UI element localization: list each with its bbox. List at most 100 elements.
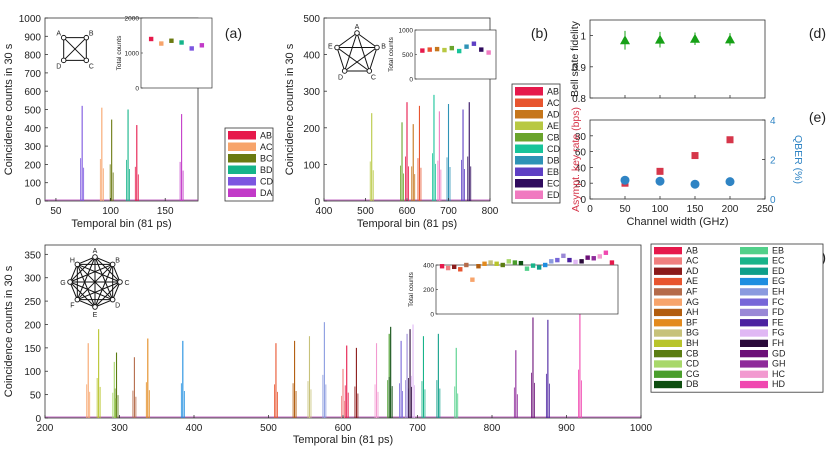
panel-c-peak-ac	[341, 368, 345, 418]
panel-c-legend-swatch-af	[654, 288, 682, 296]
panel-c-peak-ec	[421, 336, 426, 418]
panel-c-legend-label-ed: ED	[772, 266, 785, 276]
panel-c-ytick-label: 0	[35, 414, 41, 425]
panel-c-legend-label-hd: HD	[772, 379, 785, 389]
panel-a-legend-label-cd: CD	[260, 177, 273, 187]
panel-b-legend-swatch-ed	[515, 190, 543, 199]
panel-a-ytick-label: 700	[24, 69, 41, 80]
panel-c-inset-point	[494, 261, 499, 266]
panel-c-peak-gd	[531, 317, 535, 418]
panel-a-graph-node-a	[60, 34, 67, 41]
panel-c-graph-node-label: E	[93, 312, 98, 319]
panel-c-graph-node-f	[74, 296, 81, 303]
panel-e-xtick-label: 200	[722, 204, 739, 215]
panel-c-inset-point	[464, 262, 469, 268]
panel-b-inset-point	[479, 47, 484, 52]
panel-b-inset-point	[464, 44, 469, 49]
panel-b-legend-swatch-cb	[515, 133, 543, 142]
panel-c-legend-swatch-fd	[740, 308, 768, 317]
panel-b-graph-edge	[336, 47, 370, 72]
panel-a-graph-edge	[63, 37, 87, 61]
panel-c-ytick-label: 150	[24, 344, 41, 355]
panel-e-xlabel: Channel width (GHz)	[626, 216, 728, 228]
panel-b-graph-edge	[356, 32, 370, 72]
panel-b-graph-edge	[336, 47, 346, 72]
panel-b-ytick-label: 100	[303, 160, 320, 171]
panel-a-inset-frame	[140, 17, 213, 89]
panel-b-inset-ytick-label: 1000	[399, 28, 414, 35]
panel-c-inset-point	[609, 260, 615, 265]
panel-c-peak-db	[388, 326, 393, 418]
panel-b-xtick-label: 400	[316, 206, 333, 217]
panel-c-peak-fh	[408, 329, 412, 418]
panel-b-graph-node-label: C	[371, 75, 376, 82]
panel-b-graph-edge	[344, 47, 378, 72]
panel-b-peak-ed	[437, 111, 442, 201]
panel-c-legend-label-ae: AE	[686, 276, 698, 286]
panel-b-legend-label-ad: AD	[547, 110, 560, 120]
panel-c-graph-edge	[69, 281, 78, 300]
panel-a-peak-bd	[126, 109, 130, 201]
panel-b-legend-swatch-ec	[515, 179, 543, 188]
panel-c-legend-label-fg: FG	[772, 328, 785, 338]
panel-c-inset-point	[506, 259, 511, 264]
panel-c-legend-swatch-fe	[740, 319, 768, 327]
panel-c-peak-bh	[96, 329, 101, 418]
panel-a-ytick-label: 200	[24, 160, 41, 171]
panel-c-legend-swatch-ec	[740, 257, 768, 265]
panel-c-inset-point	[452, 264, 457, 270]
panel-c-graph-edge	[94, 299, 113, 308]
panel-d-ytick-label: 0.9	[572, 63, 586, 74]
panel-c-graph-node-label: A	[93, 248, 98, 255]
panel-a-legend-swatch-ab	[228, 131, 256, 140]
panel-c-graph-node-label: B	[115, 257, 120, 264]
panel-c-inset-point	[476, 264, 481, 269]
panel-b-legend-label-eb: EB	[547, 167, 559, 177]
panel-c-legend-label-ah: AH	[686, 307, 699, 317]
panel-d-point	[655, 34, 665, 44]
panel-c-legend-label-ac: AC	[686, 256, 699, 266]
panel-c-ytick-label: 250	[24, 297, 41, 308]
panel-b-peak-ec	[467, 102, 472, 201]
panel-c-legend-label-af: AF	[686, 287, 698, 297]
panel-c-peak-eb	[454, 347, 459, 418]
panel-b-graph-node-d	[341, 68, 348, 74]
panel-c-xtick-label: 600	[335, 423, 352, 434]
panel-c-legend-swatch-gd	[740, 350, 768, 358]
panel-e-ytick-label: 0	[580, 195, 586, 206]
panel-c-graph-node-e	[92, 304, 98, 310]
panel-b-inset-point	[434, 46, 440, 52]
panel-b-legend-label-ab: AB	[547, 87, 559, 97]
panel-b-xtick-label: 700	[440, 206, 457, 217]
panel-c-inset-point	[518, 260, 524, 266]
panel-c-graph-edge	[77, 263, 121, 283]
panel-c-legend-swatch-bg	[654, 329, 682, 337]
panel-c-inset-point	[530, 263, 536, 268]
panel-c-legend-swatch-ae	[654, 277, 682, 286]
panel-c-inset-point	[470, 277, 475, 282]
panel-e-y2tick-label: 2	[770, 156, 776, 167]
panel-c-legend-swatch-db	[654, 380, 682, 389]
panel-d-axes-frame	[589, 19, 766, 99]
panel-c-inset-point	[482, 261, 487, 266]
panel-c-xtick-label: 1000	[630, 423, 653, 434]
panel-d-ytick-label: 1	[580, 32, 586, 43]
panel-b-peak-cd	[432, 94, 436, 201]
panel-e-keyrate-point	[691, 152, 699, 160]
panel-a-peak-da	[179, 114, 184, 201]
panel-c-inset-point	[585, 255, 590, 260]
panel-c-legend-label-eb: EB	[772, 245, 784, 255]
panel-c-inset-point	[543, 262, 548, 268]
panel-b-peak-eb	[461, 109, 465, 201]
panel-b-ytick-label: 300	[303, 87, 320, 98]
panel-b-inset-point	[427, 47, 432, 52]
panel-c-legend-label-eh: EH	[772, 287, 785, 297]
panel-b-inset-ytick-label: 0	[409, 77, 413, 84]
panel-b-label: (b)	[531, 25, 548, 41]
panel-b-xlabel: Temporal bin (81 ps)	[357, 218, 457, 230]
panel-b-peak-ad	[411, 124, 416, 201]
panel-a-label: (a)	[225, 25, 242, 41]
panel-b-legend-swatch-ab	[515, 87, 543, 96]
panel-c-legend-swatch-eb	[740, 247, 768, 255]
panel-a-peak-cd	[80, 105, 85, 201]
